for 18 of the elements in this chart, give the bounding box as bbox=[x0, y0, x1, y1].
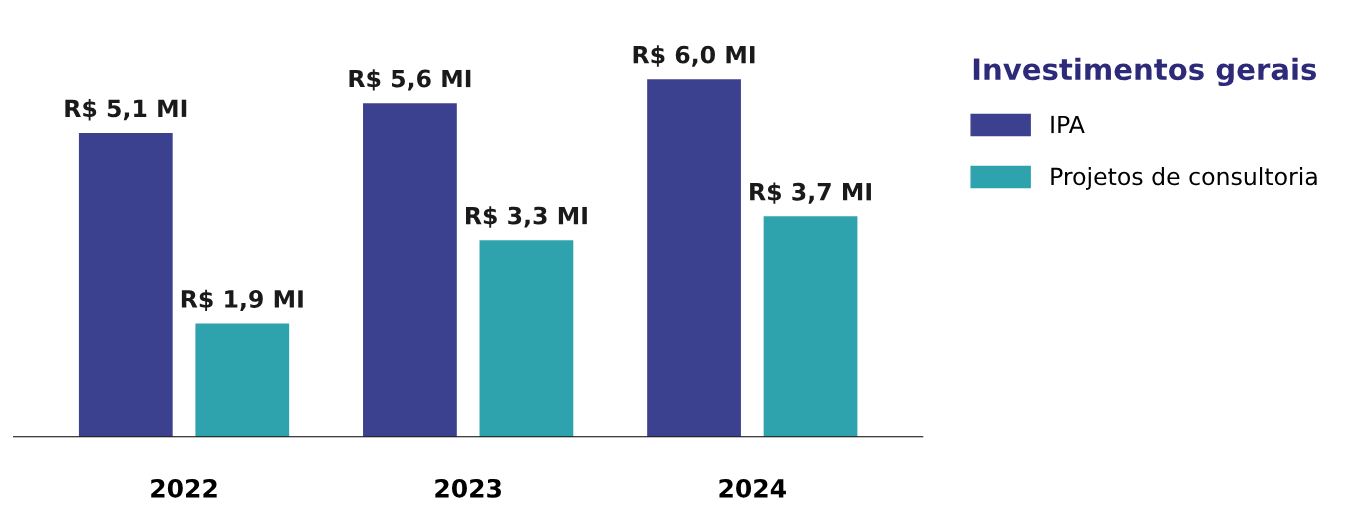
x-tick-label: 2024 bbox=[719, 478, 786, 498]
bar bbox=[195, 323, 290, 437]
legend-label: IPA bbox=[1051, 115, 1085, 134]
bar bbox=[363, 103, 457, 437]
bar bbox=[78, 132, 173, 437]
bar bbox=[647, 79, 741, 437]
data-label: R$ 3,7 MI bbox=[750, 182, 871, 204]
data-label: R$ 1,9 MI bbox=[181, 289, 303, 312]
legend-label: Projetos de consultoria bbox=[1051, 167, 1317, 190]
data-label: R$ 5,1 MI bbox=[65, 98, 187, 121]
data-label: R$ 3,3 MI bbox=[466, 206, 587, 228]
x-tick-label: 2023 bbox=[435, 478, 501, 498]
legend-title: Investimentos gerais bbox=[973, 57, 1316, 87]
x-tick-label: 2022 bbox=[151, 478, 217, 498]
bar bbox=[479, 240, 574, 437]
bar bbox=[763, 216, 858, 437]
data-label: R$ 6,0 MI bbox=[633, 45, 755, 67]
data-label: R$ 5,6 MI bbox=[349, 69, 471, 91]
